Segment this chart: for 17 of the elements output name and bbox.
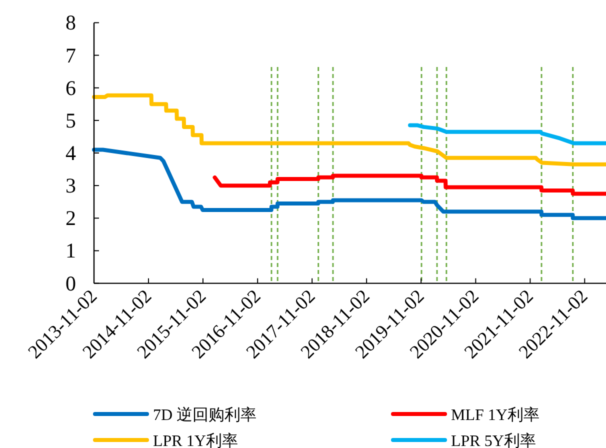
y-tick-label: 6 (66, 76, 76, 100)
legend-label: MLF 1Y利率 (451, 406, 540, 424)
y-tick-label: 1 (66, 238, 76, 263)
line-series (212, 174, 606, 196)
legend-label: LPR 1Y利率 (153, 432, 238, 448)
y-tick-label: 8 (66, 10, 76, 35)
y-tick-label: 4 (66, 141, 76, 165)
y-tick-label: 3 (66, 174, 76, 198)
legend-label: 7D 逆回购利率 (153, 406, 257, 424)
line-series (408, 123, 606, 146)
line-series (92, 93, 606, 166)
line-series (92, 148, 606, 220)
y-tick-label: 2 (66, 206, 76, 230)
y-tick-label: 0 (66, 271, 76, 296)
y-tick-label: 7 (66, 43, 76, 68)
legend-label: LPR 5Y利率 (451, 432, 536, 448)
y-tick-label: 5 (66, 108, 76, 132)
